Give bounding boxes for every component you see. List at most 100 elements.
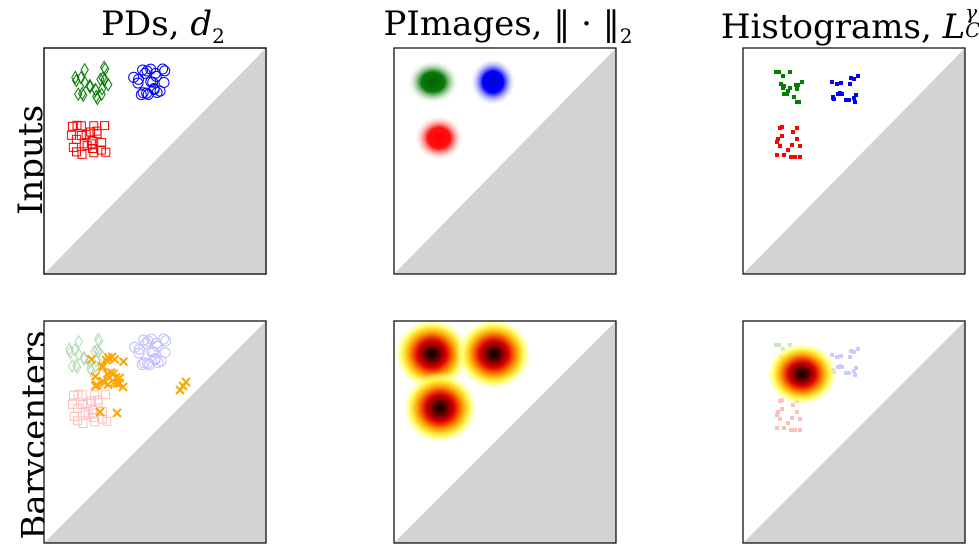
square-marker — [77, 390, 87, 400]
diamond-marker — [92, 89, 101, 104]
diamond-marker — [85, 78, 95, 93]
square-marker — [78, 418, 88, 428]
circle-marker — [146, 333, 158, 345]
cross-marker — [109, 377, 119, 388]
square-marker — [81, 129, 91, 139]
square-marker — [102, 416, 112, 426]
cross-marker — [112, 408, 122, 418]
green-diamond-markers — [71, 60, 113, 106]
cross-marker — [118, 382, 128, 392]
circle-marker — [150, 337, 162, 349]
square-marker — [93, 398, 103, 408]
square-marker — [77, 149, 87, 159]
circle-marker — [159, 65, 171, 77]
cross-marker — [95, 407, 105, 417]
circle-marker — [143, 359, 155, 371]
histogram-bin — [775, 153, 779, 157]
histogram-bin — [793, 155, 797, 159]
diamond-marker — [97, 81, 107, 96]
diamond-marker — [100, 72, 109, 87]
diagonal-region — [394, 321, 616, 543]
square-marker — [80, 408, 90, 418]
diamond-marker — [72, 358, 81, 373]
circle-marker — [141, 65, 153, 77]
panel-pds-barycenters — [43, 320, 267, 544]
diamond-marker — [79, 352, 89, 366]
histogram-bin — [835, 355, 839, 359]
blue-circle-markers — [128, 63, 171, 101]
circle-marker — [159, 347, 171, 359]
square-marker — [100, 390, 110, 400]
diamond-marker — [71, 70, 80, 85]
diagonal-region — [743, 48, 965, 274]
hot-blob-green-position — [394, 318, 470, 390]
square-marker — [77, 400, 87, 410]
histogram-bin — [847, 98, 851, 102]
histogram-bin — [844, 98, 848, 102]
square-marker — [73, 416, 83, 426]
diamond-marker — [93, 332, 103, 347]
hot-blob-red-position — [402, 372, 478, 444]
cross-marker — [97, 361, 108, 371]
square-marker — [72, 120, 82, 130]
square-marker — [92, 129, 102, 139]
circle-marker — [142, 335, 154, 347]
histogram-bin — [848, 82, 852, 86]
histogram-bin — [786, 421, 790, 425]
histogram-bin — [852, 96, 856, 100]
histogram-bin — [776, 410, 780, 414]
circle-marker — [151, 340, 163, 352]
square-marker — [72, 147, 82, 157]
histogram-bin — [840, 365, 844, 369]
circle-marker — [142, 357, 154, 369]
cross-marker — [103, 379, 113, 390]
cross-marker — [109, 354, 120, 365]
diagonal-region — [44, 48, 266, 274]
square-marker — [73, 389, 83, 399]
diamond-marker — [79, 350, 89, 365]
histogram-bin — [852, 77, 856, 81]
histogram-bin — [789, 428, 793, 432]
faded-blue-markers — [129, 333, 172, 371]
diamond-marker — [66, 345, 75, 360]
diamond-marker — [92, 343, 102, 358]
cross-marker — [175, 385, 185, 395]
histogram-bin — [856, 74, 860, 78]
red-histogram-bins — [775, 125, 802, 159]
circle-marker — [160, 335, 172, 347]
circle-marker — [158, 333, 170, 345]
histogram-bin — [792, 95, 796, 99]
column-title-sub: 2 — [619, 23, 633, 48]
histogram-bin — [786, 89, 790, 93]
histogram-bin — [790, 143, 794, 147]
diagonal-region — [44, 321, 266, 543]
diamond-marker — [86, 361, 95, 376]
diamond-marker — [91, 83, 100, 98]
diamond-marker — [91, 353, 101, 368]
histogram-bin — [782, 153, 786, 157]
circle-marker — [138, 334, 150, 346]
diamond-marker — [85, 80, 95, 94]
circle-marker — [129, 341, 141, 353]
histogram-bin — [774, 70, 778, 74]
diamond-marker — [91, 359, 100, 374]
square-marker — [87, 396, 97, 406]
diamond-marker — [73, 360, 82, 375]
cross-marker — [181, 377, 191, 387]
histogram-bin — [782, 84, 786, 88]
column-title-text: PImages, — [383, 4, 554, 44]
histogram-bin — [856, 347, 860, 351]
histogram-bin — [778, 417, 782, 421]
diamond-marker — [97, 87, 106, 102]
square-marker — [93, 395, 103, 405]
square-marker — [83, 410, 93, 420]
column-title-pds: PDs, d2 — [101, 4, 225, 48]
histogram-bin — [830, 353, 834, 357]
column-title-symbol: L — [942, 7, 966, 47]
blue-histogram-bins — [830, 74, 860, 104]
panel-histograms-barycenters — [742, 320, 966, 544]
column-title-text: Histograms, — [720, 7, 943, 47]
column-title-symbol: ‖ · ‖ — [553, 4, 620, 44]
diamond-marker — [68, 359, 77, 374]
square-marker — [90, 390, 100, 400]
